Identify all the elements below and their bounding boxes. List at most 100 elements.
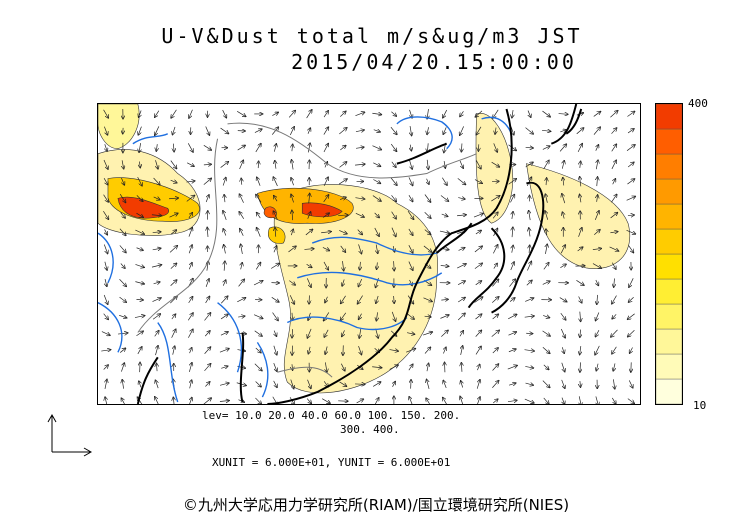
wind-vector — [525, 383, 534, 385]
wind-vector — [491, 330, 500, 337]
wind-vector — [105, 279, 107, 286]
wind-vector — [289, 280, 295, 285]
wind-vector — [321, 398, 330, 404]
wind-vector — [137, 347, 142, 355]
wind-vector — [205, 296, 210, 304]
wind-vector — [323, 111, 328, 118]
wind-vector — [391, 111, 396, 116]
wind-vector — [323, 195, 329, 203]
wind-vector — [459, 331, 463, 337]
wind-vector — [187, 313, 193, 321]
wind-vector — [444, 160, 445, 168]
wind-vector — [254, 330, 262, 336]
wind-vector — [186, 195, 195, 202]
wind-vector — [491, 161, 500, 167]
wind-vector — [323, 261, 328, 270]
wind-vector — [508, 314, 517, 320]
wind-vector — [423, 297, 432, 302]
wind-vector — [627, 179, 634, 185]
wind-vector — [529, 228, 530, 237]
wind-vector — [340, 245, 346, 252]
wind-vector — [373, 382, 381, 387]
wind-vector — [273, 345, 277, 355]
wind-vector — [205, 126, 210, 135]
wind-vector — [309, 193, 310, 204]
wind-vector — [443, 127, 447, 134]
wind-vector — [291, 229, 293, 236]
units-label: XUNIT = 6.000E+01, YUNIT = 6.000E+01 — [212, 456, 451, 469]
wind-vector — [173, 143, 174, 152]
wind-vector — [493, 263, 497, 269]
wind-vector — [492, 297, 499, 303]
dust-area-north — [475, 113, 513, 224]
wind-vector — [563, 178, 564, 186]
wind-vector — [475, 160, 481, 169]
wind-vector — [239, 160, 244, 170]
wind-vector — [137, 176, 142, 186]
wind-vector — [543, 364, 549, 370]
wind-vector — [308, 143, 310, 153]
wind-vector — [460, 126, 464, 135]
timestamp: 2015/04/20.15:00:00 — [291, 50, 577, 74]
dust-map — [97, 103, 641, 405]
wind-vector — [120, 212, 126, 218]
wind-vector — [491, 196, 499, 202]
wind-vector — [306, 264, 312, 267]
wind-vector — [390, 330, 396, 336]
wind-vector — [509, 298, 515, 302]
wind-vector — [441, 299, 448, 300]
wind-vector — [628, 245, 634, 252]
wind-vector — [630, 347, 633, 353]
wind-vector — [120, 263, 125, 269]
wind-vector — [475, 314, 482, 320]
chart-title: U-V&Dust total m/s&ug/m3 JST — [161, 24, 583, 48]
wind-vector — [342, 261, 343, 271]
dust-concentration-layer — [98, 104, 630, 394]
wind-vector — [272, 112, 278, 116]
dust-area-south-core — [268, 226, 286, 244]
wind-vector — [203, 164, 211, 165]
wind-vector — [237, 298, 245, 303]
wind-vector — [103, 244, 107, 253]
wind-vector — [580, 381, 581, 387]
wind-vector — [406, 349, 415, 353]
wind-vector — [119, 278, 127, 286]
wind-vector — [461, 143, 462, 152]
wind-vector — [339, 381, 347, 386]
wind-vector — [288, 110, 295, 118]
wind-vector — [236, 333, 247, 334]
wind-vector — [627, 111, 634, 117]
wind-vector — [408, 177, 413, 185]
wind-vector — [374, 227, 379, 236]
wind-vector — [357, 295, 363, 304]
wind-vector — [443, 397, 447, 404]
wind-vector — [273, 177, 278, 187]
dust-area-japan-sea — [526, 163, 630, 269]
wind-vector — [477, 364, 479, 371]
wind-vector — [460, 396, 463, 404]
wind-vector — [257, 212, 261, 219]
wind-vector — [152, 314, 160, 320]
wind-vector — [394, 261, 395, 271]
wind-vector — [580, 329, 581, 338]
wind-vector — [376, 312, 377, 321]
wind-vector — [240, 229, 244, 236]
legend-band — [656, 128, 682, 155]
wind-vector — [457, 313, 465, 321]
wind-vector — [241, 263, 243, 270]
wind-vector — [596, 145, 599, 151]
wind-vector — [475, 281, 482, 286]
wind-vector — [527, 177, 531, 187]
wind-vector — [512, 212, 513, 219]
wind-vector — [156, 144, 157, 151]
wind-vector — [512, 110, 513, 118]
wind-vector — [170, 296, 177, 304]
wind-vector — [203, 398, 212, 404]
wind-vector — [307, 328, 312, 338]
wind-vector — [593, 127, 600, 135]
wind-vector — [612, 295, 617, 304]
wind-vector — [355, 212, 364, 217]
wind-vector — [442, 177, 447, 186]
wind-vector — [292, 312, 293, 321]
wind-vector — [457, 178, 466, 184]
